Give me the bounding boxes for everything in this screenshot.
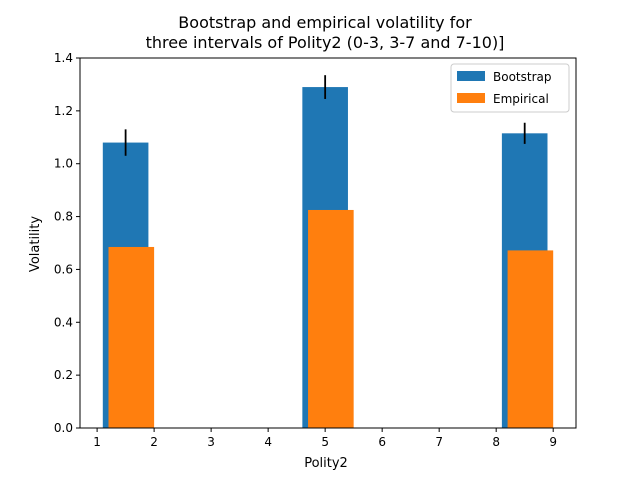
x-tick-label: 3 bbox=[207, 435, 215, 449]
y-tick-label: 1.4 bbox=[54, 51, 73, 65]
x-tick-label: 7 bbox=[435, 435, 443, 449]
x-tick-label: 4 bbox=[264, 435, 272, 449]
empirical-legend-label: Empirical bbox=[493, 92, 549, 106]
empirical-bar-3 bbox=[507, 250, 554, 428]
empirical-bars bbox=[108, 209, 554, 428]
error-bars bbox=[124, 75, 526, 156]
y-tick-label: 0.2 bbox=[54, 368, 73, 382]
y-axis-ticks: 0.0 0.2 0.4 0.6 0.8 1.0 1.2 1.4 bbox=[54, 51, 80, 435]
x-tick-label: 1 bbox=[93, 435, 101, 449]
x-tick-label: 5 bbox=[321, 435, 329, 449]
x-axis-label: Polity2 bbox=[304, 456, 348, 471]
y-axis-label: Volatility bbox=[28, 216, 43, 272]
y-tick-label: 1.2 bbox=[54, 104, 73, 118]
empirical-legend-swatch bbox=[457, 93, 485, 103]
chart-title: Bootstrap and empirical volatility for t… bbox=[146, 13, 505, 52]
x-tick-label: 9 bbox=[549, 435, 557, 449]
bootstrap-legend-label: Bootstrap bbox=[493, 70, 551, 84]
x-tick-label: 8 bbox=[492, 435, 500, 449]
bootstrap-legend-swatch bbox=[457, 71, 485, 81]
empirical-bar-2 bbox=[308, 209, 354, 428]
y-tick-label: 0.0 bbox=[54, 421, 73, 435]
y-tick-label: 0.4 bbox=[54, 315, 73, 329]
chart-title-line-2: three intervals of Polity2 (0-3, 3-7 and… bbox=[146, 33, 505, 52]
y-tick-label: 0.8 bbox=[54, 210, 73, 224]
axes bbox=[79, 57, 577, 429]
x-tick-label: 6 bbox=[378, 435, 386, 449]
y-tick-label: 0.6 bbox=[54, 262, 73, 276]
x-tick-label: 2 bbox=[150, 435, 158, 449]
y-tick-label: 1.0 bbox=[54, 157, 73, 171]
legend: Bootstrap Empirical bbox=[450, 63, 570, 113]
plot-frame bbox=[79, 57, 577, 429]
x-axis-ticks: 1 2 3 4 5 6 7 8 9 bbox=[93, 428, 557, 449]
empirical-bar-1 bbox=[108, 246, 155, 428]
chart-title-line-1: Bootstrap and empirical volatility for bbox=[178, 13, 472, 32]
